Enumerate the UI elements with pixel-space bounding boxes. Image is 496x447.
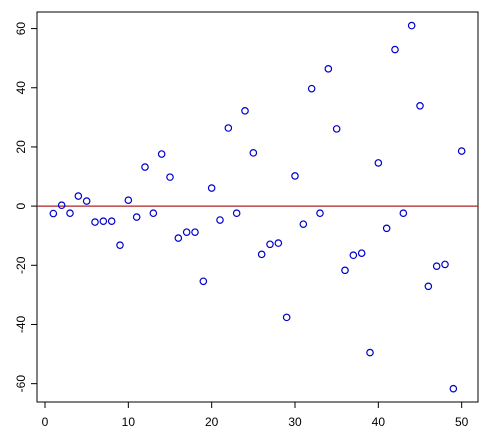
plot-frame <box>36 11 479 403</box>
point <box>74 192 83 200</box>
point <box>182 228 191 236</box>
point <box>341 266 349 275</box>
point <box>274 239 283 247</box>
point <box>316 209 324 218</box>
point <box>82 197 91 205</box>
point <box>291 172 299 180</box>
point <box>174 234 183 242</box>
x-tick-label: 20 <box>205 415 219 429</box>
point <box>424 282 433 291</box>
point <box>449 384 458 393</box>
point <box>407 21 416 30</box>
point <box>357 249 366 257</box>
point <box>432 262 441 270</box>
point <box>141 163 149 171</box>
point <box>441 260 449 269</box>
point <box>457 147 466 155</box>
point <box>91 218 99 226</box>
x-tick-label: 10 <box>122 415 136 429</box>
point <box>282 313 291 322</box>
point <box>366 348 374 357</box>
point <box>66 209 74 218</box>
point <box>382 224 391 233</box>
point <box>166 173 174 181</box>
point <box>249 149 258 157</box>
point <box>349 251 358 260</box>
point <box>324 65 333 73</box>
y-tick-label: 20 <box>14 140 28 154</box>
point <box>307 84 316 93</box>
x-tick-label: 0 <box>42 415 49 429</box>
point <box>199 277 208 286</box>
point <box>132 213 141 221</box>
point <box>299 220 308 228</box>
point <box>207 184 216 192</box>
y-tick-label: -60 <box>14 375 28 393</box>
point <box>241 107 249 115</box>
y-tick-label: -40 <box>14 315 28 333</box>
x-tick-label: 30 <box>288 415 302 429</box>
point <box>232 209 241 218</box>
point <box>374 159 383 167</box>
point <box>157 150 166 158</box>
point <box>224 124 233 132</box>
point <box>107 217 116 226</box>
point <box>399 209 408 218</box>
point <box>49 209 58 218</box>
point <box>416 102 424 110</box>
y-tick-label: 0 <box>14 202 28 209</box>
y-tick-label: -20 <box>14 256 28 274</box>
y-tick-label: 40 <box>14 81 28 95</box>
point <box>391 45 399 54</box>
point <box>216 216 224 224</box>
point <box>124 196 133 204</box>
point <box>99 217 108 226</box>
point <box>116 241 124 249</box>
x-tick-label: 50 <box>455 415 469 429</box>
point <box>191 228 199 236</box>
point <box>332 125 341 133</box>
y-tick-label: 60 <box>14 22 28 36</box>
point <box>149 209 158 218</box>
point <box>57 201 66 210</box>
point <box>266 240 274 249</box>
x-tick-label: 40 <box>372 415 386 429</box>
point <box>257 250 266 259</box>
